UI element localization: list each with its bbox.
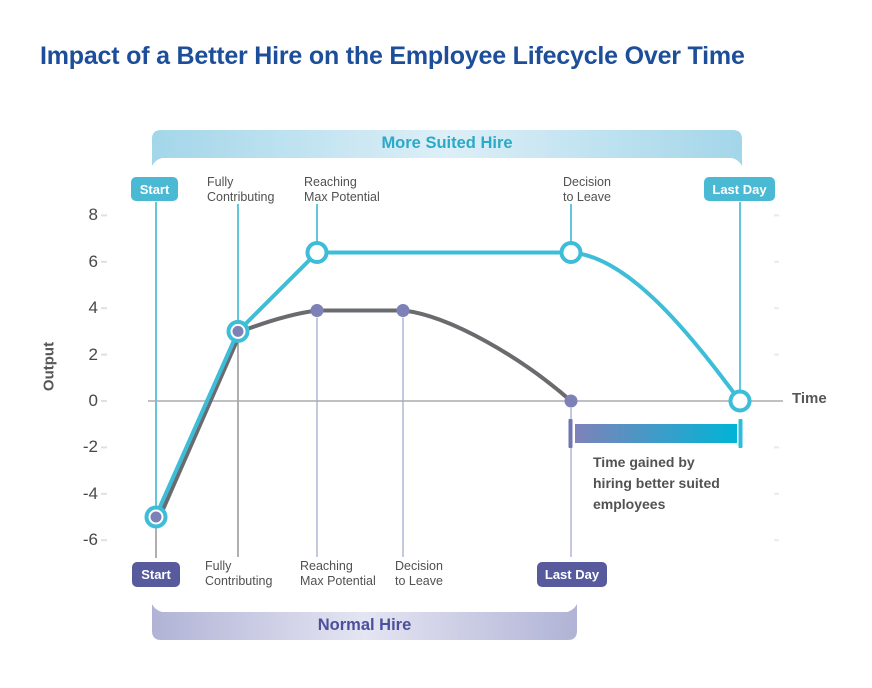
bottom-label-fully-line1: Fully (205, 559, 232, 573)
normal-hire-point (564, 394, 578, 408)
right-edge-tick-mark (774, 353, 779, 356)
bottom-label-decision-line1: Decision (395, 559, 443, 573)
right-edge-tick-mark (774, 214, 779, 217)
right-edge-tick-mark (774, 260, 779, 263)
y-tick-2: 2 (88, 345, 98, 364)
more-suited-hire-point (305, 241, 329, 265)
top-label-decision-line1: Decision (563, 175, 611, 189)
right-edge-tick-mark (774, 539, 779, 542)
y-axis-tick-mark (101, 307, 107, 310)
bottom-start-badge: Start (132, 562, 180, 587)
y-tick-neg6: -6 (82, 530, 98, 549)
y-axis-tick-mark (101, 492, 107, 495)
y-tick-0: 0 (88, 391, 98, 410)
normal-hire-point (396, 304, 410, 318)
top-last-day-badge: Last Day (704, 177, 775, 201)
y-tick-6: 6 (88, 252, 98, 271)
right-edge-tick-mark (774, 307, 779, 310)
right-edge-tick-mark (774, 446, 779, 449)
top-label-fully-line2: Contributing (207, 190, 275, 204)
more-suited-hire-point (559, 241, 583, 265)
top-label-decision-to-leave: Decision to Leave (563, 175, 611, 205)
page-title: Impact of a Better Hire on the Employee … (40, 42, 745, 70)
y-tick-neg4: -4 (82, 484, 98, 503)
bottom-label-decision-to-leave: Decision to Leave (395, 559, 443, 589)
shared-point-dot (232, 325, 244, 337)
time-gained-bar-left-cap (568, 419, 573, 448)
annotation-line3: employees (593, 496, 666, 512)
y-axis-tick-mark (101, 260, 107, 263)
normal-hire-banner-shape (152, 604, 577, 640)
y-axis-tick-mark (101, 214, 107, 217)
normal-hire-point (310, 304, 324, 318)
time-gained-annotation: Time gained by hiring better suited empl… (593, 452, 720, 515)
annotation-line2: hiring better suited (593, 475, 720, 491)
bottom-label-fully-contributing: Fully Contributing (205, 559, 272, 589)
x-axis-title: Time (792, 390, 827, 407)
right-edge-tick-mark (774, 492, 779, 495)
annotation-line1: Time gained by (593, 454, 695, 470)
y-axis-tick-mark (101, 446, 107, 449)
top-label-reaching-line1: Reaching (304, 175, 357, 189)
banner-normal-hire-label: Normal Hire (317, 616, 412, 634)
top-label-decision-line2: to Leave (563, 190, 611, 204)
top-label-fully-contributing: Fully Contributing (207, 175, 274, 205)
bottom-last-day-badge: Last Day (537, 562, 607, 587)
bottom-label-decision-line2: to Leave (395, 574, 443, 588)
shared-point-dot (150, 511, 162, 523)
time-gained-bar-right-cap (738, 419, 743, 448)
y-axis-tick-mark (101, 400, 107, 402)
banner-more-suited-hire-label: More Suited Hire (381, 134, 513, 152)
y-tick-4: 4 (88, 298, 98, 317)
top-label-reaching-line2: Max Potential (304, 190, 380, 204)
top-start-badge: Start (131, 177, 178, 201)
y-axis-tick-mark (101, 353, 107, 356)
y-tick-neg2: -2 (82, 437, 98, 456)
bottom-label-fully-line2: Contributing (205, 574, 273, 588)
more-suited-hire-point (728, 389, 752, 413)
more-suited-hire-banner-shape (152, 130, 742, 166)
y-axis-tick-mark (101, 539, 107, 542)
top-label-fully-line1: Fully (207, 175, 234, 189)
top-label-reaching-max-potential: Reaching Max Potential (304, 175, 380, 205)
bottom-label-reaching-max-potential: Reaching Max Potential (300, 559, 376, 589)
normal-hire-line (159, 308, 573, 516)
time-gained-bar (575, 424, 737, 443)
bottom-label-reaching-line1: Reaching (300, 559, 353, 573)
y-tick-8: 8 (88, 205, 98, 224)
bottom-label-reaching-line2: Max Potential (300, 574, 376, 588)
y-axis-title: Output (40, 341, 58, 392)
